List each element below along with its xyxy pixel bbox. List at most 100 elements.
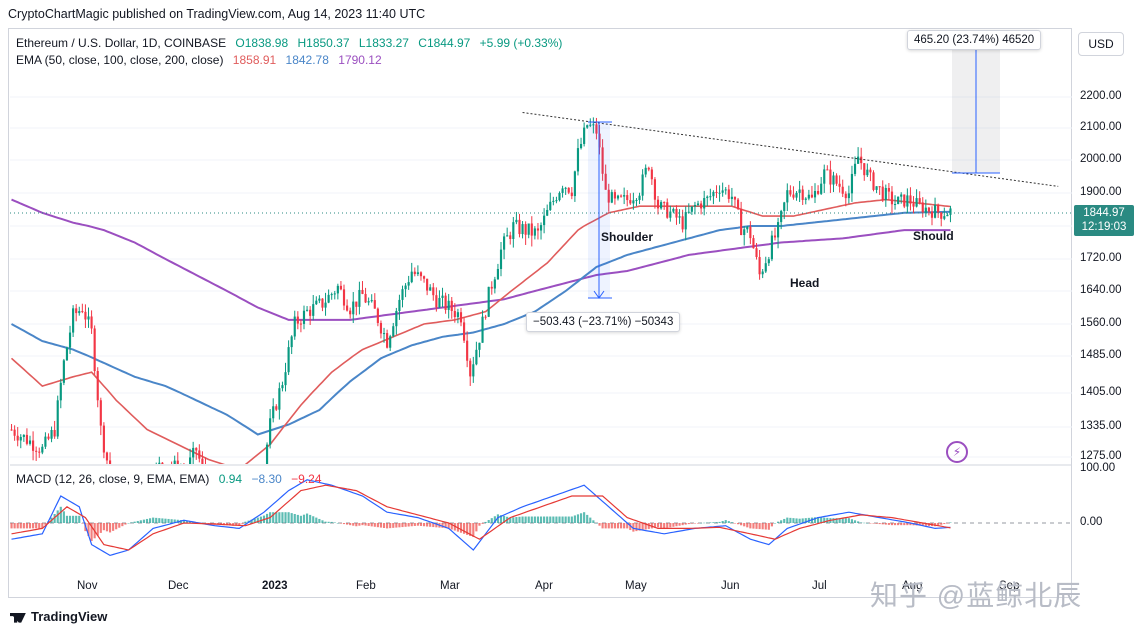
candle-body-103 (327, 294, 330, 303)
macd-hist-241 (752, 523, 755, 529)
candle-105 (333, 290, 336, 300)
candle-body-237 (740, 208, 743, 235)
candle-body-212 (663, 202, 666, 204)
ema200-value: 1790.12 (338, 53, 382, 67)
candle-body-219 (684, 212, 687, 230)
macd-hist-274 (853, 520, 857, 523)
macd-hist-289 (900, 523, 903, 526)
candle-body-38 (127, 486, 129, 501)
candle-body-132 (416, 272, 419, 275)
candle-body-302 (940, 212, 943, 219)
candle-body-207 (647, 167, 650, 170)
candle-237 (740, 201, 743, 236)
candle-body-130 (410, 271, 413, 283)
candle-body-290 (903, 194, 906, 207)
macd-hist-275 (857, 521, 860, 523)
candle-143 (450, 297, 453, 319)
candle-body-100 (318, 298, 321, 301)
candle-278 (866, 163, 869, 178)
y-tick-9: 1405.00 (1080, 386, 1122, 398)
currency-button[interactable]: USD (1078, 32, 1124, 56)
macd-hist-304 (946, 523, 949, 524)
candle-10 (41, 444, 44, 455)
candle-body-83 (265, 444, 269, 464)
macd-hist-16 (59, 506, 62, 523)
macd-hist-2 (16, 523, 19, 529)
macd-hist-185 (579, 513, 583, 523)
candle-111 (352, 292, 355, 323)
candle-body-298 (927, 207, 930, 212)
candle-211 (660, 200, 663, 210)
candle-body-200 (626, 195, 629, 201)
candle-267 (832, 171, 835, 193)
candle-body-142 (447, 300, 450, 310)
candle-body-291 (906, 195, 909, 207)
candle-132 (416, 265, 419, 277)
macd-hist-78 (250, 519, 253, 523)
candle-42 (140, 484, 142, 495)
candle-body-72 (232, 487, 234, 489)
macd-hist-172 (539, 516, 543, 523)
macd-hist-256 (798, 518, 801, 523)
macd-hist-106 (336, 523, 339, 524)
macd-hist-167 (524, 516, 527, 523)
macd-hist-40 (133, 521, 136, 523)
candle-body-296 (921, 202, 924, 213)
candle-body-231 (721, 190, 724, 193)
candle-body-92 (293, 316, 296, 337)
candle-231 (721, 182, 724, 197)
candle-body-301 (937, 204, 940, 213)
macd-hist-97 (309, 514, 312, 523)
candle-body-192 (601, 147, 604, 174)
candle-261 (813, 183, 817, 204)
candle-body-201 (629, 200, 632, 204)
candle-body-107 (339, 285, 343, 290)
candle-body-230 (718, 192, 721, 194)
candle-body-108 (342, 289, 346, 306)
candle-body-9 (38, 451, 41, 453)
candle-body-49 (161, 462, 164, 464)
macd-hist-31 (105, 523, 109, 532)
macd-hist-116 (367, 523, 370, 526)
candle-116 (367, 297, 370, 306)
candle-body-300 (933, 204, 937, 218)
candle-253 (789, 185, 792, 197)
candle-body-21 (75, 308, 78, 314)
candle-49 (161, 462, 164, 464)
candle-24 (84, 304, 87, 329)
candle-248 (773, 227, 777, 241)
macd-hist-38 (127, 523, 130, 524)
candle-body-297 (924, 207, 927, 213)
measure-up-box[interactable]: 465.20 (23.74%) 46520 (907, 30, 1042, 50)
macd-hist-26 (90, 523, 93, 541)
candle-272 (847, 185, 850, 204)
candle-201 (629, 193, 632, 205)
macd-hist-273 (850, 519, 854, 523)
candle-body-114 (361, 289, 364, 294)
macd-hist-5 (25, 523, 29, 529)
macd-hist-267 (832, 518, 835, 523)
measure-down-box[interactable]: −503.43 (−23.71%) −50343 (526, 312, 681, 332)
candle-195 (610, 189, 613, 204)
head-label: Head (790, 276, 820, 290)
candle-270 (841, 179, 844, 198)
candle-body-193 (604, 173, 607, 190)
lightning-icon[interactable]: ⚡ (946, 441, 968, 463)
macd-hist-111 (352, 523, 355, 526)
candle-151 (475, 341, 478, 366)
candle-112 (355, 301, 358, 316)
macd-hist-103 (327, 521, 330, 523)
candle-body-286 (890, 191, 894, 205)
candle-208 (650, 166, 653, 185)
candle-123 (389, 334, 392, 351)
macd-hist-112 (355, 523, 358, 527)
macd-hist-179 (561, 516, 564, 523)
candle-210 (656, 195, 660, 215)
candle-283 (881, 180, 884, 203)
macd-hist-238 (743, 523, 746, 527)
macd-hist-231 (721, 521, 724, 523)
macd-hist-288 (897, 523, 900, 526)
candle-219 (684, 206, 687, 241)
candle-body-274 (853, 163, 857, 174)
